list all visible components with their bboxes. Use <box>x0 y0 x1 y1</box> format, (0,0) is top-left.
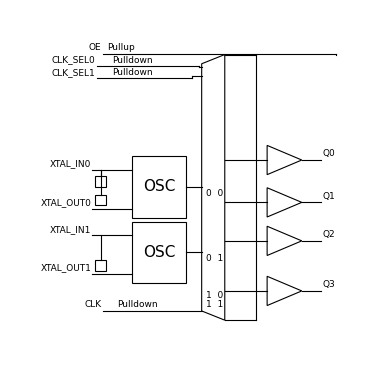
Text: Q0: Q0 <box>323 150 335 158</box>
Text: CLK_SEL0: CLK_SEL0 <box>52 56 95 65</box>
Text: OE: OE <box>89 43 102 52</box>
Bar <box>95 176 106 187</box>
Bar <box>95 260 106 271</box>
Text: XTAL_OUT0: XTAL_OUT0 <box>41 198 91 207</box>
Text: Pulldown: Pulldown <box>112 68 153 77</box>
Text: 0  1: 0 1 <box>205 254 223 263</box>
Bar <box>132 156 186 218</box>
Bar <box>95 195 106 206</box>
Text: XTAL_IN0: XTAL_IN0 <box>50 160 91 168</box>
Text: OSC: OSC <box>143 180 176 194</box>
Text: Q1: Q1 <box>323 192 335 201</box>
Text: XTAL_IN1: XTAL_IN1 <box>50 225 91 234</box>
Text: 0  0: 0 0 <box>205 188 223 197</box>
Text: Pulldown: Pulldown <box>112 56 153 65</box>
Text: 1  0: 1 0 <box>205 291 223 300</box>
Bar <box>132 221 186 283</box>
Text: Q2: Q2 <box>323 230 335 239</box>
Text: CLK_SEL1: CLK_SEL1 <box>52 68 95 77</box>
Text: 1  1: 1 1 <box>205 301 223 309</box>
Text: OSC: OSC <box>143 245 176 260</box>
Text: Pulldown: Pulldown <box>117 301 157 309</box>
Text: Pullup: Pullup <box>107 43 135 52</box>
Text: XTAL_OUT1: XTAL_OUT1 <box>41 263 91 272</box>
Text: CLK: CLK <box>85 301 102 309</box>
Text: Q3: Q3 <box>323 280 335 289</box>
